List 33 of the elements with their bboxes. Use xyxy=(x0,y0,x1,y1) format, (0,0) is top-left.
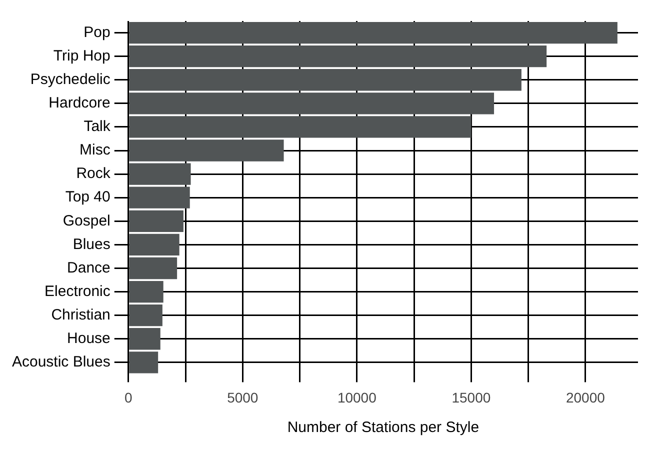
y-tick-label: Pop xyxy=(84,24,110,41)
bar xyxy=(129,280,164,303)
x-tick-label: 0 xyxy=(124,389,132,406)
x-tick-label: 15000 xyxy=(452,389,491,406)
x-tick-label: 5000 xyxy=(227,389,258,406)
bar xyxy=(129,257,178,280)
bar xyxy=(129,210,184,232)
y-tick-label: Misc xyxy=(80,142,111,159)
bar xyxy=(129,304,162,326)
y-tick-label: Trip Hop xyxy=(53,47,110,64)
y-tick-label: Blues xyxy=(72,236,110,253)
x-axis-title: Number of Stations per Style xyxy=(287,419,480,436)
y-tick-label: Talk xyxy=(84,118,111,136)
y-tick-label: Hardcore xyxy=(48,94,110,112)
y-tick-label: Christian xyxy=(51,306,110,324)
y-tick-label: Electronic xyxy=(44,282,111,300)
y-tick-label: Acoustic Blues xyxy=(12,354,110,371)
bar xyxy=(129,186,190,208)
y-tick-label: Dance xyxy=(67,259,110,276)
x-tick-label: 20000 xyxy=(566,389,606,406)
bar xyxy=(129,92,494,114)
bar xyxy=(129,234,180,256)
y-tick-label: Psychedelic xyxy=(30,71,111,88)
bar xyxy=(129,45,547,68)
bar xyxy=(129,69,522,91)
bar xyxy=(129,22,618,44)
bar xyxy=(129,328,160,350)
bar xyxy=(129,352,158,374)
x-tick-label: 10000 xyxy=(337,389,377,406)
y-tick-label: Rock xyxy=(76,165,111,182)
y-tick-label: Gospel xyxy=(62,212,110,230)
y-tick-label: Top 40 xyxy=(65,188,110,206)
y-tick-label: House xyxy=(67,330,110,348)
